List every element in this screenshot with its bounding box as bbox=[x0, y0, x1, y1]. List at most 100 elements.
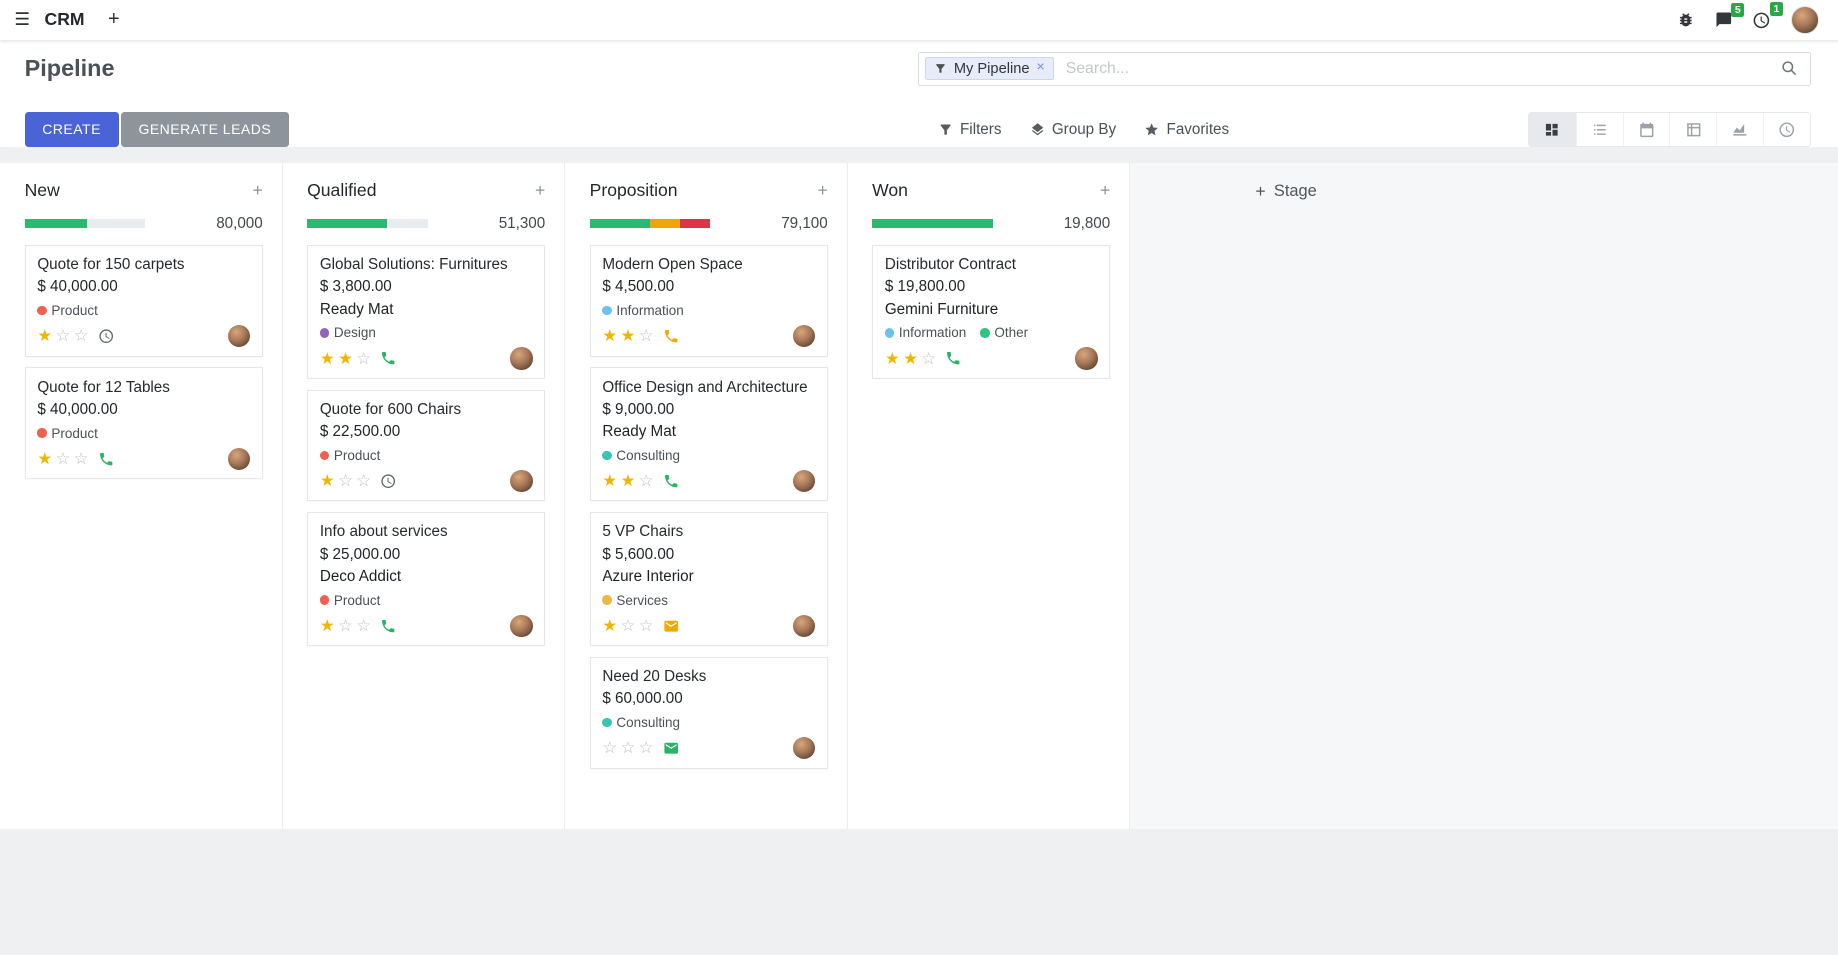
priority-stars[interactable]: ★ ☆ ☆ bbox=[37, 326, 89, 346]
group-by-button[interactable]: Group By bbox=[1030, 121, 1116, 138]
activity-phone-icon[interactable] bbox=[663, 473, 679, 489]
avatar[interactable] bbox=[510, 614, 533, 637]
avatar[interactable] bbox=[510, 347, 533, 370]
star-icon[interactable]: ★ bbox=[319, 472, 336, 491]
activity-phone-icon[interactable] bbox=[380, 350, 396, 366]
star-icon[interactable]: ☆ bbox=[356, 472, 373, 491]
avatar[interactable] bbox=[792, 469, 816, 493]
star-icon[interactable]: ★ bbox=[620, 327, 637, 346]
search-input[interactable] bbox=[1063, 58, 1771, 79]
star-icon[interactable]: ★ bbox=[338, 349, 354, 368]
avatar[interactable] bbox=[227, 325, 251, 348]
add-stage-button[interactable]: + Stage bbox=[1255, 181, 1316, 202]
star-icon[interactable]: ☆ bbox=[602, 739, 619, 758]
column-progressbar[interactable] bbox=[872, 218, 993, 229]
quick-add-icon[interactable]: + bbox=[108, 8, 120, 31]
priority-stars[interactable]: ★ ☆ ☆ bbox=[320, 471, 372, 491]
kanban-card[interactable]: Office Design and Architecture $ 9,000.0… bbox=[589, 367, 828, 502]
app-menu-crm[interactable]: CRM bbox=[44, 9, 85, 30]
filters-button[interactable]: Filters bbox=[938, 121, 1001, 138]
star-icon[interactable]: ★ bbox=[903, 349, 919, 368]
star-icon[interactable]: ★ bbox=[884, 349, 901, 368]
star-icon[interactable]: ★ bbox=[37, 449, 54, 468]
view-activity-button[interactable] bbox=[1763, 113, 1811, 146]
priority-stars[interactable]: ★ ★ ☆ bbox=[602, 326, 654, 346]
favorites-button[interactable]: Favorites bbox=[1144, 121, 1229, 138]
kanban-card[interactable]: Quote for 12 Tables $ 40,000.00 Product … bbox=[24, 367, 263, 480]
view-pivot-button[interactable] bbox=[1669, 113, 1717, 146]
view-calendar-button[interactable] bbox=[1622, 113, 1670, 146]
kanban-card[interactable]: 5 VP Chairs $ 5,600.00 Azure Interior Se… bbox=[589, 511, 828, 647]
star-icon[interactable]: ☆ bbox=[356, 616, 373, 635]
activity-phone-icon[interactable] bbox=[663, 328, 679, 344]
facet-remove-icon[interactable]: × bbox=[1036, 57, 1045, 74]
priority-stars[interactable]: ★ ★ ☆ bbox=[320, 349, 372, 369]
column-progressbar[interactable] bbox=[307, 218, 428, 229]
priority-stars[interactable]: ★ ★ ☆ bbox=[885, 349, 937, 369]
kanban-card[interactable]: Need 20 Desks $ 60,000.00 Consulting ☆ ☆ ☆ bbox=[589, 656, 828, 769]
column-add-icon[interactable]: + bbox=[252, 179, 263, 200]
star-icon[interactable]: ☆ bbox=[55, 449, 72, 468]
star-icon[interactable]: ★ bbox=[602, 472, 619, 491]
activity-clock-icon[interactable] bbox=[380, 473, 396, 489]
avatar[interactable] bbox=[1075, 347, 1098, 370]
star-icon[interactable]: ☆ bbox=[638, 472, 655, 491]
kanban-card[interactable]: Modern Open Space $ 4,500.00 Information… bbox=[589, 244, 828, 357]
column-add-icon[interactable]: + bbox=[1099, 179, 1111, 200]
search-facet-my-pipeline[interactable]: My Pipeline × bbox=[924, 57, 1054, 80]
search-magnifier-icon[interactable] bbox=[1780, 59, 1799, 78]
generate-leads-button[interactable]: GENERATE LEADS bbox=[120, 111, 289, 147]
star-icon[interactable]: ☆ bbox=[638, 327, 655, 346]
activity-envelope-icon[interactable] bbox=[663, 740, 679, 756]
kanban-card[interactable]: Quote for 600 Chairs $ 22,500.00 Product… bbox=[307, 389, 546, 502]
priority-stars[interactable]: ★ ☆ ☆ bbox=[37, 449, 89, 469]
column-add-icon[interactable]: + bbox=[534, 179, 546, 200]
kanban-card[interactable]: Info about services $ 25,000.00 Deco Add… bbox=[307, 511, 546, 647]
avatar[interactable] bbox=[792, 614, 816, 637]
hamburger-menu-icon[interactable]: ☰ bbox=[14, 9, 31, 30]
column-progressbar[interactable] bbox=[589, 218, 711, 229]
column-add-icon[interactable]: + bbox=[817, 179, 828, 200]
priority-stars[interactable]: ★ ☆ ☆ bbox=[320, 616, 372, 636]
activity-phone-icon[interactable] bbox=[98, 451, 114, 467]
star-icon[interactable]: ★ bbox=[319, 616, 336, 635]
star-icon[interactable]: ☆ bbox=[356, 349, 373, 368]
activity-phone-icon[interactable] bbox=[945, 350, 961, 366]
priority-stars[interactable]: ☆ ☆ ☆ bbox=[602, 738, 654, 758]
column-title[interactable]: New bbox=[24, 179, 60, 200]
avatar[interactable] bbox=[792, 737, 816, 760]
column-title[interactable]: Won bbox=[872, 179, 908, 200]
kanban-card[interactable]: Distributor Contract $ 19,800.00 Gemini … bbox=[872, 244, 1111, 379]
star-icon[interactable]: ☆ bbox=[73, 327, 90, 346]
avatar[interactable] bbox=[227, 447, 251, 470]
avatar[interactable] bbox=[792, 325, 816, 348]
star-icon[interactable]: ★ bbox=[37, 327, 54, 346]
star-icon[interactable]: ☆ bbox=[55, 327, 72, 346]
debug-bug-icon[interactable] bbox=[1677, 11, 1695, 29]
column-progressbar[interactable] bbox=[24, 218, 146, 229]
view-kanban-button[interactable] bbox=[1528, 113, 1576, 146]
kanban-card[interactable]: Global Solutions: Furnitures $ 3,800.00 … bbox=[307, 244, 546, 379]
star-icon[interactable]: ☆ bbox=[338, 472, 354, 491]
kanban-card[interactable]: Quote for 150 carpets $ 40,000.00 Produc… bbox=[24, 244, 263, 357]
priority-stars[interactable]: ★ ☆ ☆ bbox=[602, 616, 654, 636]
view-graph-button[interactable] bbox=[1716, 113, 1764, 146]
star-icon[interactable]: ☆ bbox=[73, 449, 90, 468]
star-icon[interactable]: ★ bbox=[602, 616, 619, 635]
column-title[interactable]: Qualified bbox=[307, 179, 377, 200]
avatar[interactable] bbox=[510, 469, 533, 493]
user-avatar[interactable] bbox=[1791, 5, 1820, 34]
star-icon[interactable]: ★ bbox=[319, 349, 336, 368]
star-icon[interactable]: ☆ bbox=[620, 739, 637, 758]
activities-icon[interactable]: 1 bbox=[1752, 2, 1783, 30]
star-icon[interactable]: ☆ bbox=[620, 616, 637, 635]
star-icon[interactable]: ☆ bbox=[638, 739, 655, 758]
messages-icon[interactable]: 5 bbox=[1715, 2, 1745, 29]
priority-stars[interactable]: ★ ★ ☆ bbox=[602, 471, 654, 491]
activity-clock-icon[interactable] bbox=[98, 328, 114, 344]
column-title[interactable]: Proposition bbox=[589, 179, 678, 200]
view-list-button[interactable] bbox=[1575, 113, 1623, 146]
create-button[interactable]: CREATE bbox=[24, 111, 119, 147]
search-bar[interactable]: My Pipeline × bbox=[917, 51, 1812, 86]
star-icon[interactable]: ☆ bbox=[638, 616, 655, 635]
